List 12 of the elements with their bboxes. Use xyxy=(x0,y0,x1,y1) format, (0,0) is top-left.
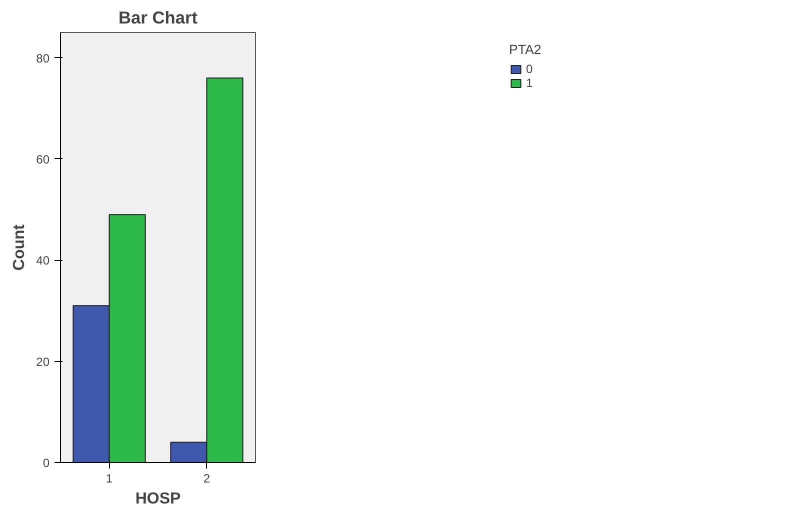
legend-label: 0 xyxy=(526,62,534,76)
y-tick-label: 20 xyxy=(36,354,50,369)
chart-title: Bar Chart xyxy=(118,8,198,28)
y-tick-label: 40 xyxy=(36,254,50,268)
x-tick-label: 2 xyxy=(203,472,210,486)
y-axis-title: Count xyxy=(11,224,28,271)
legend-title: PTA2 xyxy=(509,42,542,57)
y-tick-label: 0 xyxy=(42,456,50,470)
legend-label: 1 xyxy=(526,76,534,90)
y-tick-label: 80 xyxy=(36,51,50,66)
x-axis-title: HOSP xyxy=(135,490,181,508)
y-tick-label: 60 xyxy=(36,152,50,166)
